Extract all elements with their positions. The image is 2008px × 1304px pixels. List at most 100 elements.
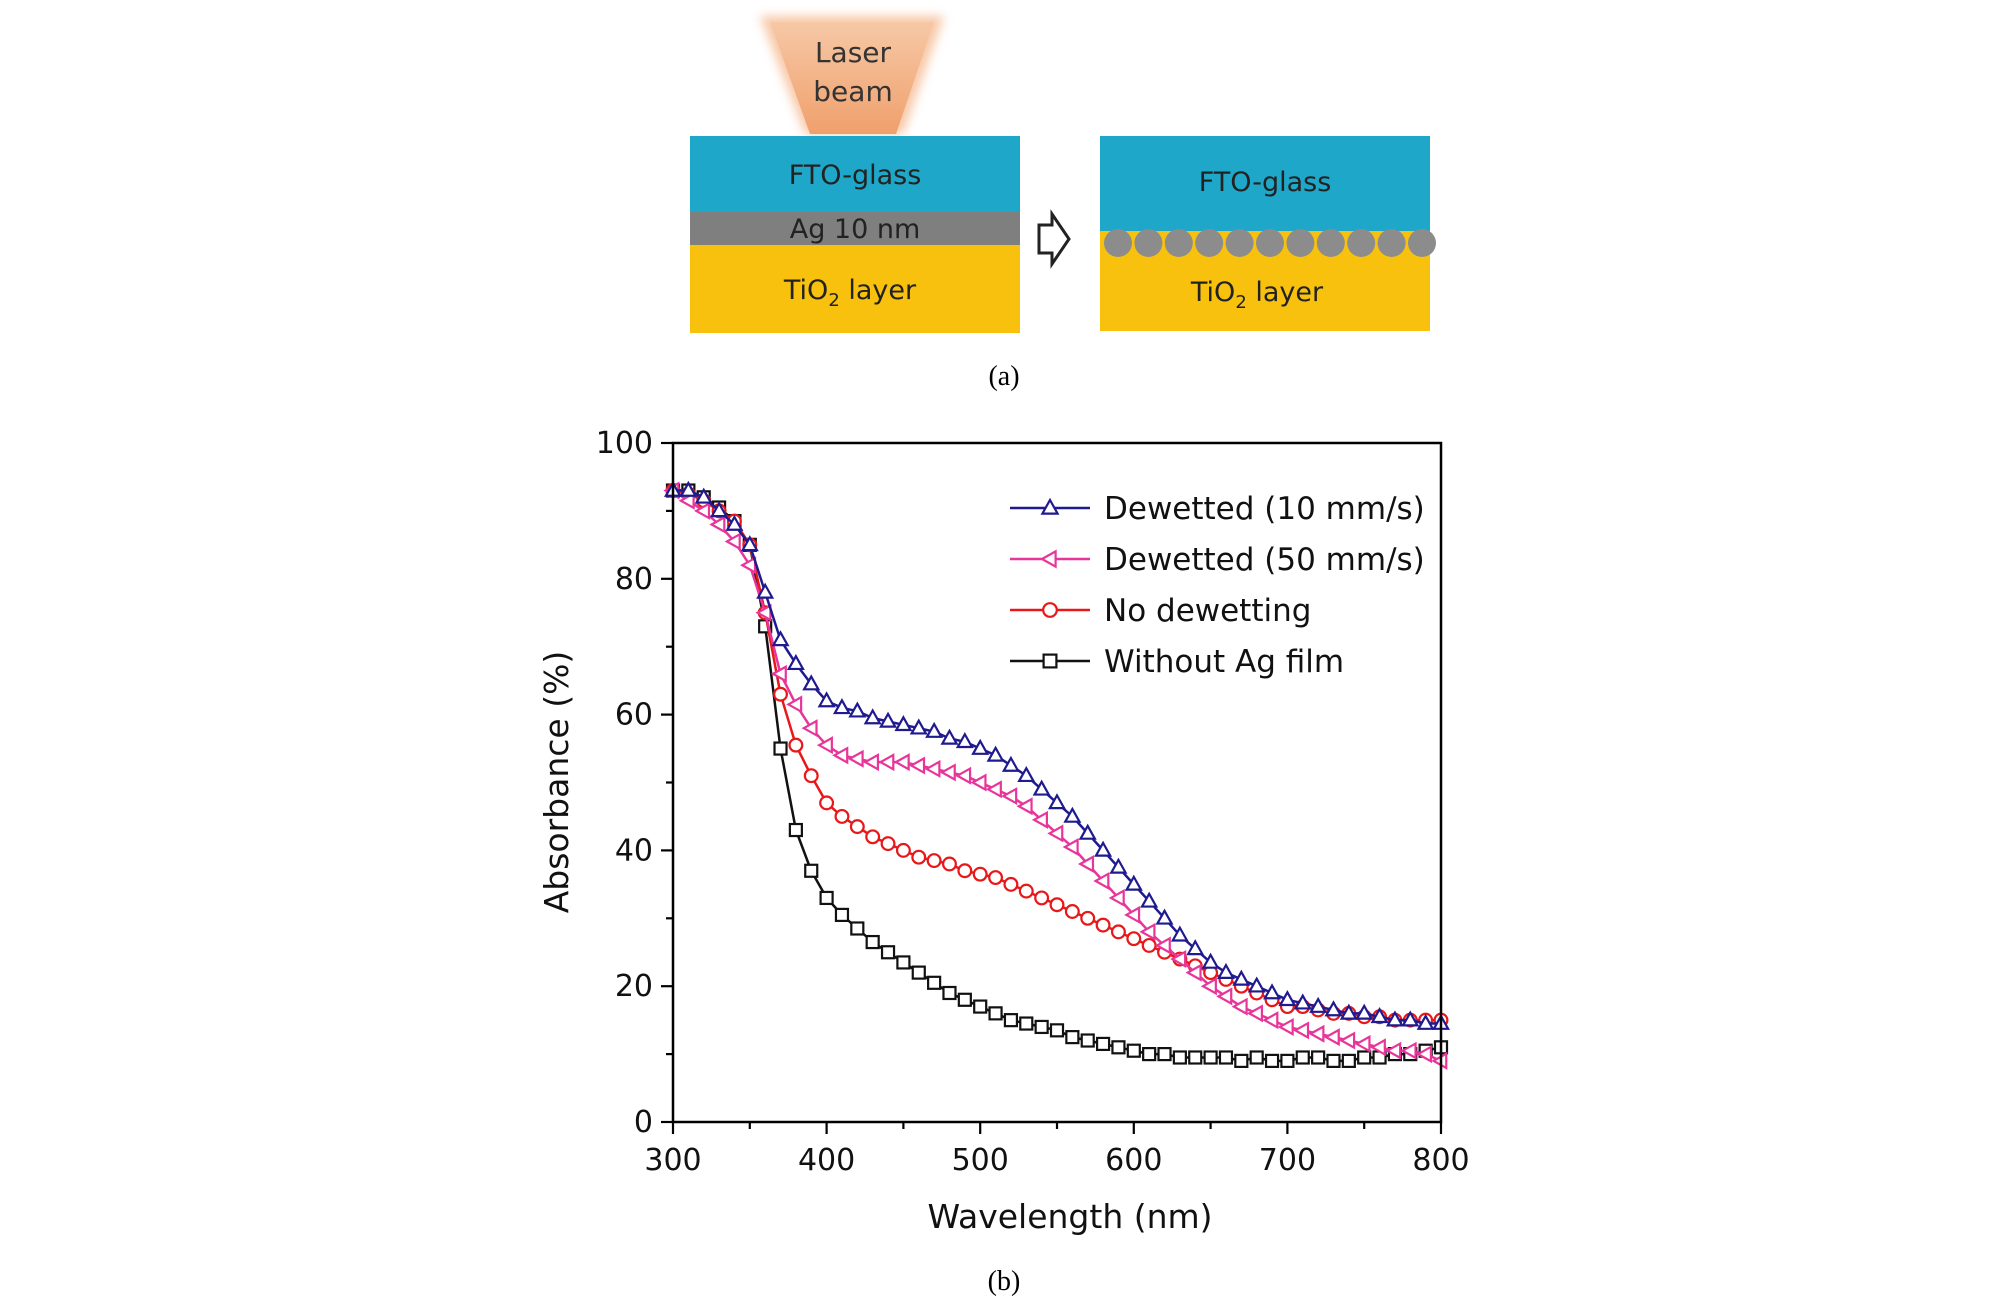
data-point — [1201, 952, 1220, 969]
data-point — [1080, 1033, 1095, 1048]
legend: Dewetted (10 mm/s) Dewetted (50 mm/s) No d… — [1010, 491, 1425, 680]
data-point — [880, 836, 896, 852]
data-point — [1234, 1053, 1249, 1068]
data-point — [1126, 1043, 1141, 1058]
data-point — [895, 842, 911, 858]
data-point — [755, 603, 772, 622]
data-point — [1065, 1030, 1080, 1045]
data-point — [865, 829, 881, 845]
data-point — [1003, 876, 1019, 892]
data-point — [1216, 987, 1233, 1006]
data-point — [1064, 904, 1080, 919]
data-point — [1063, 806, 1082, 823]
y-tick-label: 20 — [615, 969, 653, 1004]
data-point — [1170, 950, 1187, 969]
ag-nanoparticle — [1134, 229, 1163, 257]
data-point — [1093, 871, 1110, 890]
data-point — [740, 556, 757, 575]
data-point — [926, 853, 942, 869]
data-point — [1185, 963, 1202, 982]
data-point — [1203, 1050, 1218, 1065]
data-point — [942, 856, 957, 872]
data-point — [1062, 838, 1079, 857]
data-point — [1280, 1053, 1295, 1068]
data-point — [771, 630, 790, 647]
data-point — [1263, 983, 1282, 1000]
ag-nanoparticle — [1377, 229, 1406, 257]
data-point — [911, 965, 926, 980]
data-point — [939, 763, 956, 782]
data-point — [971, 738, 990, 755]
data-point — [1231, 997, 1248, 1016]
data-point — [986, 745, 1005, 762]
data-point — [1295, 1050, 1310, 1065]
laser-beam: Laser beam — [760, 16, 944, 134]
data-point — [1264, 1053, 1280, 1068]
data-point — [1323, 1028, 1340, 1047]
data-point — [709, 515, 726, 534]
y-tick-label: 40 — [615, 833, 653, 868]
data-point — [863, 708, 882, 725]
data-point — [970, 773, 987, 792]
schematic-diagram: Laser beam FTO-glass Ag 10 nm TiO2 layer… — [690, 16, 1436, 392]
data-point — [893, 753, 910, 772]
data-point — [1326, 1053, 1341, 1068]
data-point — [1141, 937, 1157, 953]
tio2-label-before: TiO2 layer — [783, 275, 917, 311]
data-point — [819, 890, 834, 906]
data-point — [985, 780, 1002, 799]
data-point — [1032, 779, 1051, 796]
data-point — [848, 701, 867, 718]
legend-entry: Without Ag film — [1010, 644, 1344, 680]
x-axis-label: Wavelength (nm) — [927, 1197, 1212, 1236]
data-point — [788, 737, 804, 753]
x-tick-label: 800 — [1412, 1143, 1469, 1178]
fto-label-after: FTO-glass — [1199, 167, 1332, 198]
data-point — [847, 749, 864, 768]
data-point — [878, 753, 895, 772]
data-point — [1218, 1050, 1234, 1065]
y-tick-label: 60 — [615, 698, 653, 733]
data-point — [1078, 823, 1097, 840]
data-point — [1039, 549, 1057, 569]
data-point — [1110, 924, 1126, 940]
data-point — [850, 921, 865, 936]
legend-entry: Dewetted (10 mm/s) — [1010, 491, 1425, 527]
absorbance-chart: 300 400 500 600 700 800 0 20 40 60 80 100 Wavelengt… — [537, 426, 1470, 1297]
data-point — [1324, 1000, 1343, 1017]
data-point — [955, 766, 972, 785]
data-point — [1357, 1050, 1372, 1065]
data-point — [911, 849, 927, 865]
caption-a: (a) — [988, 361, 1019, 392]
data-point — [1034, 1019, 1049, 1035]
data-point — [1108, 888, 1125, 907]
data-point — [1216, 962, 1235, 979]
data-point — [1293, 993, 1312, 1010]
data-point — [1247, 976, 1266, 993]
x-tick-label: 400 — [798, 1143, 855, 1178]
data-point — [1262, 1011, 1279, 1030]
data-point — [1400, 1041, 1417, 1060]
ag-nanoparticle — [1225, 229, 1254, 257]
data-point — [957, 863, 973, 879]
data-point — [1354, 1034, 1371, 1053]
data-point — [1339, 1031, 1356, 1050]
data-point — [1003, 1013, 1019, 1028]
axes-layer: 300 400 500 600 700 800 0 20 40 60 80 100 — [596, 426, 1470, 1178]
ag-label-before: Ag 10 nm — [790, 214, 921, 245]
tio2-layer-before — [690, 245, 1020, 333]
data-point — [724, 532, 741, 551]
data-point — [1019, 1016, 1034, 1031]
ag-nanoparticle — [1104, 229, 1132, 257]
data-point — [940, 728, 959, 745]
data-point — [988, 1006, 1003, 1021]
data-point — [894, 715, 913, 732]
right-arrow-icon — [1037, 209, 1071, 269]
data-point — [849, 819, 865, 835]
data-point — [1042, 602, 1058, 618]
data-point — [1111, 1040, 1126, 1055]
data-point — [1139, 922, 1156, 941]
data-point — [862, 753, 880, 772]
data-point — [1001, 755, 1020, 772]
data-point — [1157, 1046, 1172, 1062]
